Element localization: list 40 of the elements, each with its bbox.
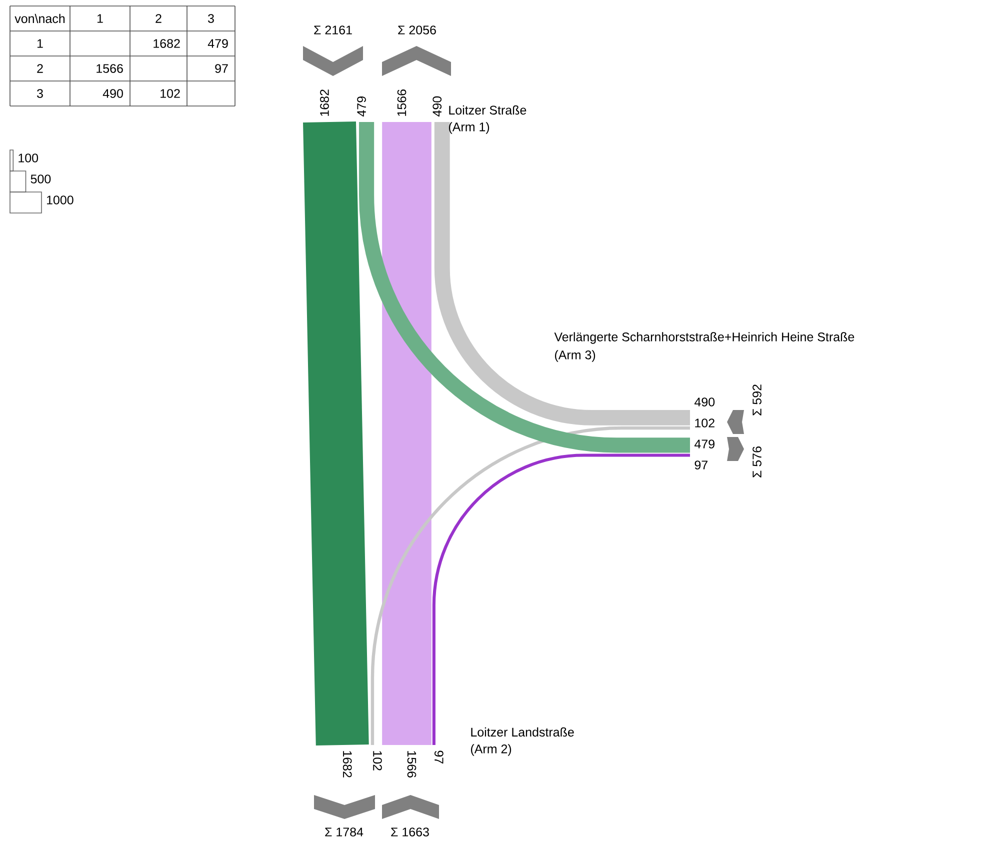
data-label: 97 [215, 64, 228, 73]
y-tick-label: 3 [36, 89, 43, 98]
data-label: 490 [102, 89, 123, 98]
text: Σ 1663 [391, 828, 429, 836]
x-tick-label: 2 [156, 14, 162, 23]
text: 500 [30, 174, 51, 184]
data-label: 1566 [96, 64, 123, 73]
x-tick-label: 3 [208, 14, 214, 23]
text: 97 [434, 750, 444, 764]
text: (Arm 3) [554, 350, 596, 362]
text: Σ 1784 [325, 828, 364, 836]
text: 100 [18, 154, 38, 162]
text: 490 [432, 96, 442, 117]
y-tick-label: 2 [37, 64, 43, 73]
text: 490 [694, 398, 715, 406]
legend-title: von\nach [14, 14, 65, 24]
text: Σ 592 [752, 384, 762, 416]
text: Σ 576 [752, 446, 762, 478]
data-label: 102 [160, 89, 180, 98]
text: Verlängerte Scharnhorststraße+Heinrich Heine Straße [554, 332, 854, 344]
text: 102 [373, 751, 382, 770]
data-label: 479 [208, 39, 228, 48]
text: 1682 [320, 90, 329, 116]
text: 479 [694, 440, 714, 448]
text: Loitzer Straße [449, 105, 526, 115]
text: 1000 [46, 196, 74, 204]
y-tick-label: 1 [37, 39, 43, 48]
text: 1566 [397, 90, 406, 116]
text: 97 [694, 460, 708, 470]
text: (Arm 2) [470, 744, 512, 756]
text: 479 [357, 96, 366, 117]
data-label: 1682 [154, 39, 180, 48]
text: 1682 [342, 751, 352, 778]
text: (Arm 1) [448, 122, 490, 134]
text: Loitzer Landstraße [471, 727, 574, 737]
x-tick-label: 1 [97, 14, 103, 23]
text: 102 [695, 418, 714, 428]
text: Σ 2056 [398, 26, 436, 34]
text: Σ 2161 [314, 26, 352, 34]
text: 1566 [407, 751, 416, 778]
